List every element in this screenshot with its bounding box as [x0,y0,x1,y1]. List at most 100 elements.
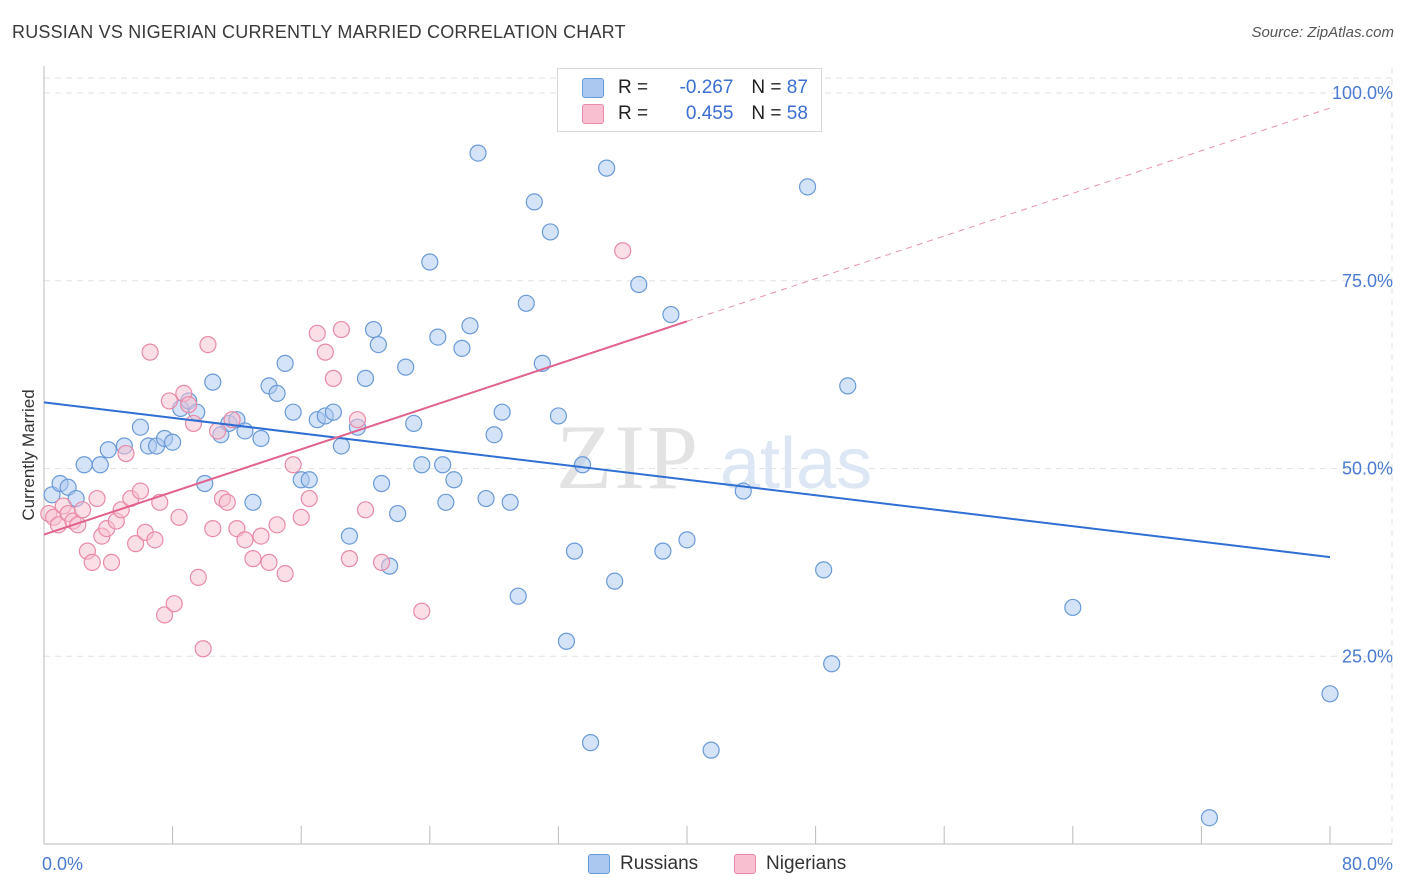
legend-row-nigerians: R = 0.455 N = 58 [582,101,808,127]
russians-point [525,193,543,211]
nigerians-points [40,242,632,658]
nigerians-point [204,519,222,538]
russians-point [99,441,117,459]
nigerians-point [348,411,367,429]
nigerians-point [268,516,286,534]
russians-point [369,335,387,354]
nigerians-point [170,508,188,526]
russians-point [541,223,559,241]
legend-nigerians-n: 58 [786,103,808,124]
legend-russians-r: -0.267 [679,77,734,98]
nigerians-point [356,501,375,519]
nigerians-point [165,595,183,613]
russians-point [565,542,584,560]
russians-point [1064,598,1082,617]
russians-point [557,632,576,650]
russians-point [823,655,841,673]
nigerians-point [316,343,334,361]
nigerians-point [292,508,310,526]
russians-point [1200,809,1219,827]
russians-point [364,320,383,339]
russians-point [75,456,93,474]
russians-point [445,471,463,489]
nigerians-point [180,396,198,414]
grid-lines [44,68,1393,844]
nigerians-point [236,531,254,549]
nigerians-point [131,482,150,500]
russians-point [91,456,109,474]
nigerians-legend-swatch [734,854,756,874]
nigerians-point [83,553,101,571]
x-tick-label: 80.0% [1342,854,1393,874]
nigerians-point [199,335,217,354]
nigerians-point [340,550,359,568]
nigerians-point [102,553,121,571]
russians-point [654,542,672,560]
russians-points [43,144,1339,827]
russians-point [1321,685,1339,703]
nigerians-point [189,568,207,587]
legend-r-label: R = [618,103,649,124]
russians-point [421,253,439,271]
russians-trend-line [43,401,1331,559]
russians-point [389,504,407,523]
russians-point [469,144,487,162]
nigerians-point [332,320,350,339]
russians-point [501,493,519,511]
nigerians-point [73,501,92,519]
russians-point [332,437,350,455]
nigerians-swatch [582,104,604,124]
nigerians-point [614,242,632,260]
source-label: Source: ZipAtlas.com [1251,24,1394,41]
russians-point [429,328,447,346]
x-tick-label: 0.0% [42,854,83,874]
russians-legend-swatch [588,854,610,874]
russians-point [815,561,833,579]
russians-point [413,456,431,474]
nigerians-point [209,422,227,440]
nigerians-trend-line [43,320,688,536]
nigerians-point [141,343,159,361]
nigerians-point [284,456,302,474]
russians-point [493,403,511,421]
nigerians-point [413,602,431,620]
russians-point [606,572,624,590]
russians-point [485,426,503,444]
trend-lines [43,107,1331,559]
nigerians-trend-dashed [686,107,1331,322]
russians-point [581,734,600,752]
nigerians-point [244,550,262,568]
nigerians-point [117,444,135,463]
watermark-zip: ZIP [556,406,700,508]
russians-point [798,178,817,196]
axes [43,66,1392,845]
bottom-legend-russians: Russians [588,852,698,876]
y-tick-label: 100.0% [1332,83,1393,103]
nigerians-point [184,414,203,433]
russians-point [598,159,616,177]
russians-legend-label: Russians [620,853,699,874]
russians-point [517,294,535,312]
nigerians-point [218,493,236,511]
y-axis-label: Currently Married [19,389,38,520]
nigerians-point [300,489,318,508]
tick-labels: 25.0% 50.0% 75.0% 100.0% 0.0% 80.0% [42,83,1393,874]
legend-nigerians-r: 0.455 [685,103,734,124]
legend-n-label: N = [751,77,782,98]
nigerians-point [276,565,294,583]
russians-point [477,489,495,508]
nigerians-point [127,535,145,553]
y-tick-label: 75.0% [1342,271,1393,291]
russians-point [678,531,696,549]
russians-point [268,384,286,403]
legend-row-russians: R = -0.267 N = 87 [582,75,808,101]
russians-point [461,317,479,335]
russians-point [300,471,318,489]
nigerians-legend-label: Nigerians [766,853,847,874]
russians-point [276,354,294,372]
russians-point [397,358,415,376]
russians-point [437,493,455,511]
legend-n-label: N = [751,103,782,124]
russians-point [453,339,471,357]
